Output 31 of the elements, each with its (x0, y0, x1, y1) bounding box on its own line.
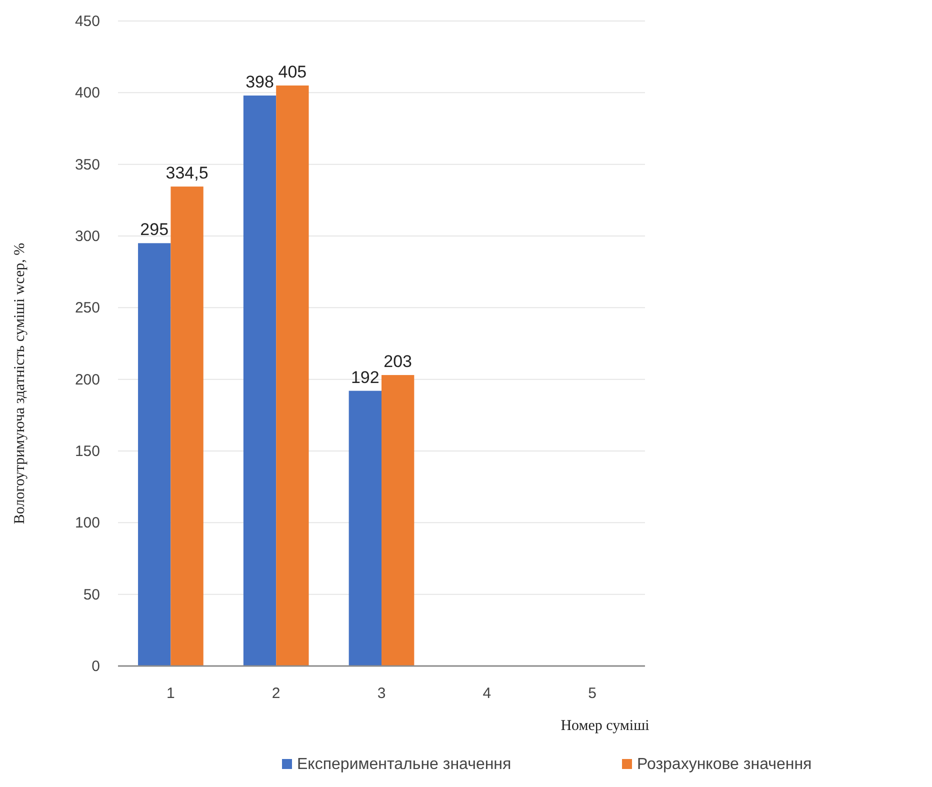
x-tick-label: 3 (377, 685, 386, 702)
bar (382, 375, 414, 666)
bar (170, 186, 204, 666)
y-tick-label: 400 (74, 84, 100, 102)
legend-label: Експериментальне значення (297, 756, 512, 773)
bar (276, 86, 309, 666)
x-tick-label: 2 (272, 685, 280, 702)
bar (138, 243, 171, 666)
bar (348, 390, 382, 666)
data-label: 295 (140, 220, 169, 240)
x-tick-label: 5 (588, 685, 596, 702)
y-tick-label: 250 (74, 300, 100, 317)
data-label: 203 (384, 352, 412, 372)
y-tick-label: 450 (74, 13, 100, 30)
y-tick-label: 200 (74, 371, 100, 388)
data-label: 334,5 (166, 164, 208, 183)
y-tick-label: 300 (74, 228, 100, 245)
y-tick-label: 0 (92, 658, 100, 675)
bar (243, 96, 276, 666)
y-tick-label: 50 (83, 586, 100, 604)
x-tick-label: 1 (166, 685, 175, 702)
data-label: 192 (350, 368, 380, 387)
y-tick-label: 150 (74, 443, 100, 460)
data-label: 398 (246, 72, 274, 92)
x-axis-title: Номер суміші (560, 718, 650, 734)
legend-label: Розрахункове значення (637, 756, 812, 773)
y-tick-label: 350 (74, 156, 100, 174)
x-tick-label: 4 (482, 685, 492, 702)
y-axis-title: Вологоутримуюча здатність суміші wсер, % (12, 242, 28, 524)
data-label: 405 (278, 62, 307, 82)
y-tick-label: 100 (74, 514, 100, 532)
